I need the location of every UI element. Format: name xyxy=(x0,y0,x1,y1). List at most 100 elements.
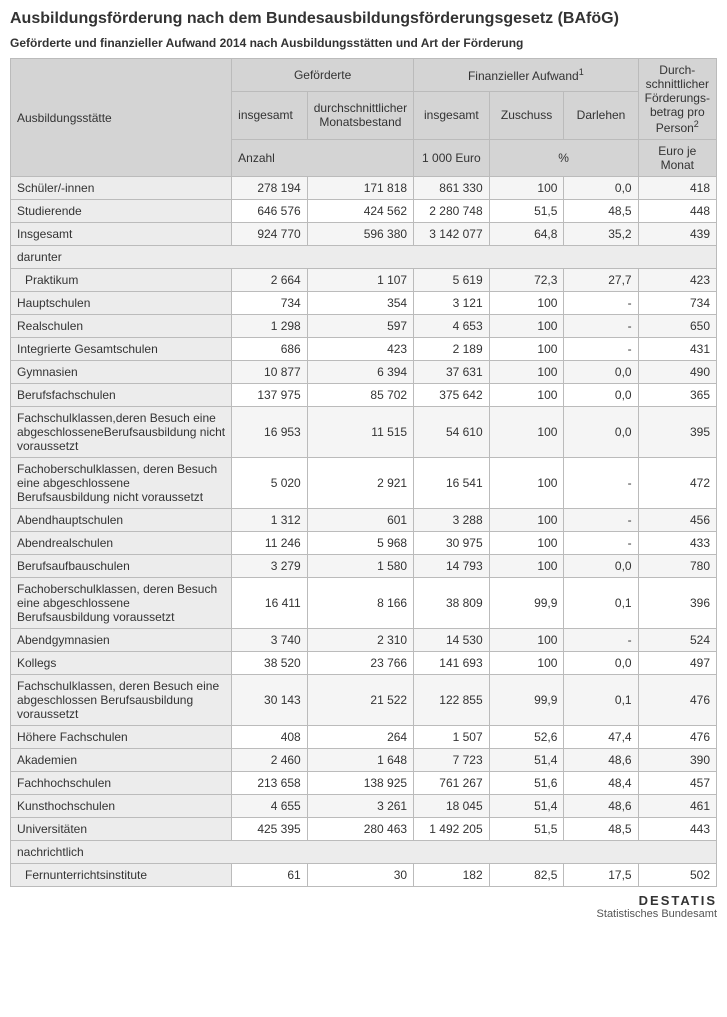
cell-value: 1 580 xyxy=(307,555,413,578)
cell-value: 11 515 xyxy=(307,407,413,458)
cell-value: 734 xyxy=(638,292,716,315)
cell-value: 11 246 xyxy=(232,532,308,555)
cell-value: 476 xyxy=(638,675,716,726)
table-row: Fachschulklassen,deren Besuch eine abges… xyxy=(11,407,717,458)
cell-value: 2 310 xyxy=(307,629,413,652)
row-label: Kollegs xyxy=(11,652,232,675)
row-label: Integrierte Gesamtschulen xyxy=(11,338,232,361)
cell-value: 47,4 xyxy=(564,726,638,749)
footer-brand: DESTATIS xyxy=(10,893,717,908)
header-ausbildungsstaette: Ausbildungsstätte xyxy=(11,59,232,177)
header-gefoerderte: Geförderte xyxy=(232,59,414,92)
table-row: Fachschulklassen, deren Besuch eine abge… xyxy=(11,675,717,726)
cell-value: 61 xyxy=(232,864,308,887)
cell-value: 18 045 xyxy=(414,795,490,818)
cell-value: 54 610 xyxy=(414,407,490,458)
table-row: Höhere Fachschulen4082641 50752,647,4476 xyxy=(11,726,717,749)
cell-value: 27,7 xyxy=(564,269,638,292)
header-insgesamt-2: insgesamt xyxy=(414,91,490,139)
data-table: Ausbildungsstätte Geförderte Finanzielle… xyxy=(10,58,717,887)
cell-value: 431 xyxy=(638,338,716,361)
cell-value: 686 xyxy=(232,338,308,361)
row-label: Fernunterrichtsinstitute xyxy=(11,864,232,887)
cell-value: 0,1 xyxy=(564,578,638,629)
cell-value: 138 925 xyxy=(307,772,413,795)
table-row: Fachhochschulen213 658138 925761 26751,6… xyxy=(11,772,717,795)
table-row: Abendhauptschulen1 3126013 288100-456 xyxy=(11,509,717,532)
cell-value: 0,0 xyxy=(564,407,638,458)
row-label: Universitäten xyxy=(11,818,232,841)
cell-value: 396 xyxy=(638,578,716,629)
cell-value: 5 968 xyxy=(307,532,413,555)
cell-value: 425 395 xyxy=(232,818,308,841)
cell-value: 141 693 xyxy=(414,652,490,675)
cell-value: 213 658 xyxy=(232,772,308,795)
cell-value: 3 261 xyxy=(307,795,413,818)
header-zuschuss: Zuschuss xyxy=(489,91,564,139)
cell-value: - xyxy=(564,338,638,361)
cell-value: 16 953 xyxy=(232,407,308,458)
cell-value: 924 770 xyxy=(232,223,308,246)
cell-value: 48,5 xyxy=(564,200,638,223)
cell-value: - xyxy=(564,509,638,532)
cell-value: 3 279 xyxy=(232,555,308,578)
cell-value: 439 xyxy=(638,223,716,246)
section-label: nachrichtlich xyxy=(11,841,717,864)
cell-value: 0,0 xyxy=(564,361,638,384)
cell-value: 3 121 xyxy=(414,292,490,315)
table-row: Abendgymnasien3 7402 31014 530100-524 xyxy=(11,629,717,652)
header-keuro: 1 000 Euro xyxy=(414,140,490,177)
cell-value: 390 xyxy=(638,749,716,772)
cell-value: 408 xyxy=(232,726,308,749)
cell-value: 51,5 xyxy=(489,818,564,841)
row-label: Akademien xyxy=(11,749,232,772)
table-row: Fachoberschulklassen, deren Besuch eine … xyxy=(11,458,717,509)
table-row: Akademien2 4601 6487 72351,448,6390 xyxy=(11,749,717,772)
cell-value: 1 298 xyxy=(232,315,308,338)
row-label: Gymnasien xyxy=(11,361,232,384)
cell-value: 354 xyxy=(307,292,413,315)
cell-value: 497 xyxy=(638,652,716,675)
cell-value: 99,9 xyxy=(489,675,564,726)
header-anzahl: Anzahl xyxy=(232,140,414,177)
cell-value: 137 975 xyxy=(232,384,308,407)
table-row: Kollegs38 52023 766141 6931000,0497 xyxy=(11,652,717,675)
header-insgesamt-1: insgesamt xyxy=(232,91,308,139)
cell-value: 30 975 xyxy=(414,532,490,555)
cell-value: 100 xyxy=(489,509,564,532)
cell-value: - xyxy=(564,292,638,315)
cell-value: 761 267 xyxy=(414,772,490,795)
cell-value: 476 xyxy=(638,726,716,749)
row-label: Praktikum xyxy=(11,269,232,292)
cell-value: 861 330 xyxy=(414,177,490,200)
cell-value: 443 xyxy=(638,818,716,841)
row-label: Hauptschulen xyxy=(11,292,232,315)
cell-value: 1 312 xyxy=(232,509,308,532)
cell-value: 7 723 xyxy=(414,749,490,772)
table-row: Hauptschulen7343543 121100-734 xyxy=(11,292,717,315)
table-row: Integrierte Gesamtschulen6864232 189100-… xyxy=(11,338,717,361)
cell-value: 51,6 xyxy=(489,772,564,795)
cell-value: 171 818 xyxy=(307,177,413,200)
table-row: Universitäten425 395280 4631 492 20551,5… xyxy=(11,818,717,841)
table-row: Kunsthochschulen4 6553 26118 04551,448,6… xyxy=(11,795,717,818)
row-label: Fachhochschulen xyxy=(11,772,232,795)
table-body: Schüler/-innen278 194171 818861 3301000,… xyxy=(11,177,717,887)
cell-value: 457 xyxy=(638,772,716,795)
header-euromonat: Euro je Monat xyxy=(638,140,716,177)
row-label: Berufsfachschulen xyxy=(11,384,232,407)
cell-value: 100 xyxy=(489,384,564,407)
cell-value: 21 522 xyxy=(307,675,413,726)
table-row: Gymnasien10 8776 39437 6311000,0490 xyxy=(11,361,717,384)
header-darlehen: Darlehen xyxy=(564,91,638,139)
cell-value: 423 xyxy=(307,338,413,361)
cell-value: 64,8 xyxy=(489,223,564,246)
cell-value: 2 189 xyxy=(414,338,490,361)
cell-value: 16 411 xyxy=(232,578,308,629)
cell-value: 597 xyxy=(307,315,413,338)
cell-value: 1 492 205 xyxy=(414,818,490,841)
cell-value: 100 xyxy=(489,532,564,555)
row-label: Studierende xyxy=(11,200,232,223)
cell-value: 48,5 xyxy=(564,818,638,841)
cell-value: 456 xyxy=(638,509,716,532)
